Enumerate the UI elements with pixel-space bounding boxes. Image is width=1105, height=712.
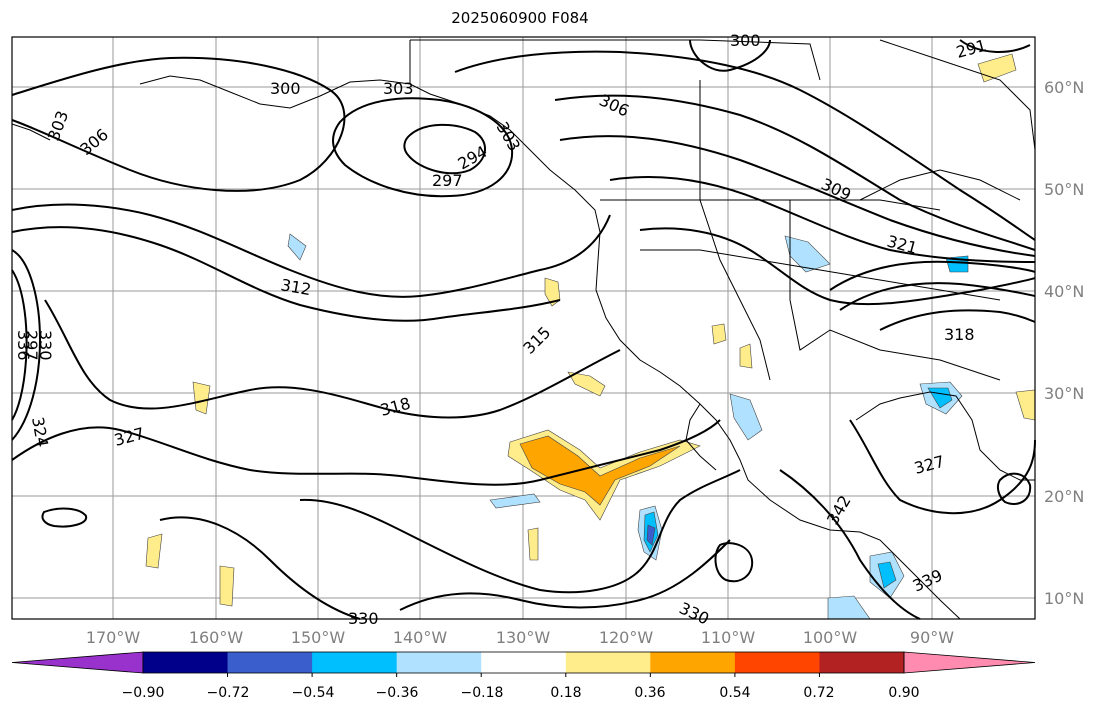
colorbar-segment bbox=[143, 652, 229, 673]
lat-label: 50°N bbox=[1044, 180, 1084, 199]
contour-label: 300 bbox=[730, 31, 761, 50]
colorbar-segment bbox=[819, 652, 905, 673]
lon-label: 150°W bbox=[291, 628, 346, 647]
colorbar-frame bbox=[142, 651, 905, 674]
colorbar-tick: 0.36 bbox=[634, 685, 665, 701]
contour-label: 303 bbox=[383, 79, 414, 98]
colorbar-segment bbox=[565, 652, 651, 673]
lat-label: 20°N bbox=[1044, 487, 1084, 506]
colorbar-segment bbox=[312, 652, 398, 673]
contour-label: 330 bbox=[36, 330, 55, 361]
lat-label: 60°N bbox=[1044, 78, 1084, 97]
colorbar-segment bbox=[396, 652, 482, 673]
colorbar-tick: 0.72 bbox=[803, 685, 834, 701]
contour-label: 300 bbox=[270, 79, 301, 98]
colorbar-extend-high bbox=[903, 651, 1036, 674]
lon-label: 160°W bbox=[189, 628, 244, 647]
colorbar-segment bbox=[734, 652, 820, 673]
contours bbox=[11, 39, 1036, 620]
colorbar-ticks: −0.90 −0.72 −0.54 −0.36 −0.18 0.18 0.36 … bbox=[122, 685, 920, 701]
lon-label: 140°W bbox=[393, 628, 448, 647]
map-frame bbox=[11, 36, 1036, 620]
colorbar bbox=[11, 651, 1036, 677]
lon-label: 120°W bbox=[599, 628, 654, 647]
lat-label: 30°N bbox=[1044, 384, 1084, 403]
colorbar-tick: −0.90 bbox=[122, 685, 165, 701]
colorbar-segment bbox=[227, 652, 313, 673]
lon-label: 170°W bbox=[86, 628, 141, 647]
lon-label: 90°W bbox=[910, 628, 954, 647]
contour-label: 297 bbox=[432, 171, 463, 190]
contour-label: 336 bbox=[14, 330, 33, 361]
colorbar-segment bbox=[481, 652, 567, 673]
lon-label: 130°W bbox=[496, 628, 551, 647]
colorbar-extend-low bbox=[11, 651, 144, 674]
colorbar-tick: 0.54 bbox=[719, 685, 750, 701]
lon-label: 100°W bbox=[803, 628, 858, 647]
coastlines bbox=[11, 39, 1036, 620]
colorbar-tick: 0.90 bbox=[888, 685, 919, 701]
lat-label: 10°N bbox=[1044, 589, 1084, 608]
map-title: 2025060900 F084 bbox=[451, 9, 589, 27]
lon-label: 110°W bbox=[701, 628, 756, 647]
colorbar-tick: −0.36 bbox=[376, 685, 419, 701]
colorbar-segment bbox=[650, 652, 736, 673]
contour-label: 318 bbox=[944, 325, 975, 344]
colorbar-tick: −0.54 bbox=[292, 685, 335, 701]
longitude-labels: 170°W 160°W 150°W 140°W 130°W 120°W 110°… bbox=[86, 628, 954, 647]
lat-label: 40°N bbox=[1044, 282, 1084, 301]
contour-label: 297 bbox=[22, 330, 41, 361]
latitude-labels: 60°N 50°N 40°N 30°N 20°N 10°N bbox=[1044, 78, 1084, 608]
colorbar-tick: 0.18 bbox=[550, 685, 581, 701]
colorbar-tick: −0.18 bbox=[461, 685, 504, 701]
colorbar-tick: −0.72 bbox=[207, 685, 250, 701]
